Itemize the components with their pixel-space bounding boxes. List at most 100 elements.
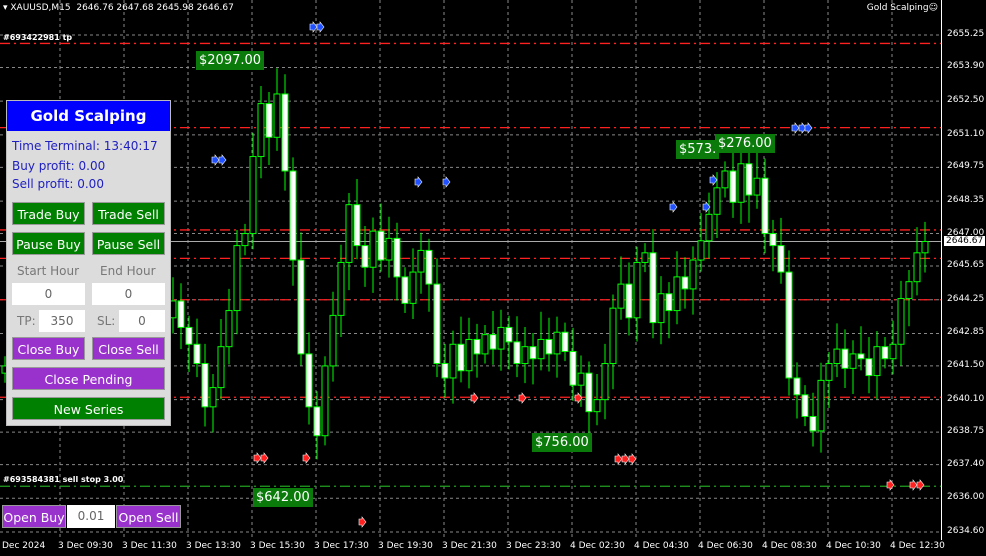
- price-tick: 2645.65: [947, 260, 985, 271]
- candle-body: [921, 241, 929, 254]
- candle-body: [913, 252, 921, 283]
- candle-body: [473, 338, 481, 355]
- price-tick: 2637.40: [947, 458, 985, 469]
- price-tick: 2653.90: [947, 61, 985, 72]
- time-tick: 4 Dec 08:30: [762, 541, 817, 551]
- time-tick: 3 Dec 13:30: [186, 541, 241, 551]
- lot-size-input[interactable]: 0.01: [67, 505, 115, 528]
- buy-arrow-icon: [798, 122, 807, 134]
- candle-body: [849, 353, 857, 369]
- gold-scalping-panel: Gold Scalping Time Terminal: 13:40:17 Bu…: [6, 100, 171, 426]
- open-sell-button[interactable]: Open Sell: [116, 505, 181, 528]
- sl-label: SL:: [97, 314, 116, 328]
- chart-header: ▾ XAUUSD,M15 2646.76 2647.68 2645.98 264…: [3, 3, 234, 13]
- candle-body: [449, 343, 457, 379]
- buy-arrow-icon: [442, 176, 451, 188]
- candle-body: [857, 353, 865, 360]
- close-pending-button[interactable]: Close Pending: [12, 367, 165, 390]
- candle-body: [785, 271, 793, 379]
- open-buy-button[interactable]: Open Buy: [2, 505, 66, 528]
- candle-body: [593, 399, 601, 413]
- tp-input[interactable]: 350: [39, 310, 85, 332]
- candle-body: [457, 343, 465, 372]
- ea-name: Gold Scalping: [866, 3, 929, 13]
- price-tick: 2640.10: [947, 393, 985, 404]
- price-tick: 2641.50: [947, 359, 985, 370]
- sell-arrow-icon: [470, 392, 479, 404]
- sell-arrow-icon: [358, 516, 367, 528]
- candle-body: [377, 230, 385, 261]
- candle-body: [289, 170, 297, 261]
- trade-buy-button[interactable]: Trade Buy: [12, 202, 85, 225]
- candle-body: [481, 334, 489, 355]
- price-axis: 2655.25 2653.90 2652.50 2651.10 2649.75 2648.…: [941, 0, 986, 540]
- candle-body: [249, 156, 257, 235]
- time-tick: Dec 2024: [2, 541, 46, 551]
- candle-body: [633, 261, 641, 319]
- end-hour-label: End Hour: [100, 264, 156, 278]
- sell-arrow-icon: [302, 452, 311, 464]
- time-tick: 3 Dec 11:30: [122, 541, 177, 551]
- candle-body: [401, 276, 409, 304]
- candle-body: [209, 387, 217, 408]
- candle-body: [705, 213, 713, 242]
- candle-body: [273, 93, 281, 138]
- ohlc: 2646.76 2647.68 2645.98 2646.67: [76, 3, 234, 13]
- candle-body: [345, 204, 353, 263]
- candle-body: [673, 276, 681, 312]
- time-tick: 3 Dec 17:30: [314, 541, 369, 551]
- candle-body: [417, 249, 425, 273]
- ea-label: Gold Scalping☺: [867, 3, 938, 13]
- candle-body: [585, 372, 593, 413]
- time-tick: 3 Dec 23:30: [506, 541, 561, 551]
- candle-body: [721, 170, 729, 189]
- price-tick: 2647.00: [947, 227, 985, 238]
- candle-body: [745, 163, 753, 196]
- candle-body: [233, 245, 241, 312]
- symbol: XAUUSD,M15: [10, 3, 71, 13]
- sl-input[interactable]: 0: [119, 310, 165, 332]
- close-sell-button[interactable]: Close Sell: [92, 337, 165, 360]
- candle-body: [297, 259, 305, 355]
- candle-body: [809, 415, 817, 432]
- candle-body: [753, 177, 761, 196]
- candle-body: [353, 204, 361, 247]
- buy-arrow-icon: [218, 154, 227, 166]
- candle-body: [361, 245, 369, 268]
- candle-body: [321, 365, 329, 437]
- sell-stop-order-label: #693584381 sell stop 3.00: [3, 475, 124, 484]
- buy-arrow-icon: [791, 122, 800, 134]
- candle-body: [441, 363, 449, 379]
- candle-body: [329, 314, 337, 367]
- candle-body: [625, 283, 633, 319]
- candle-body: [545, 338, 553, 355]
- candle-body: [697, 240, 705, 261]
- candle-body: [865, 358, 873, 377]
- new-series-button[interactable]: New Series: [12, 397, 165, 420]
- price-tick: 2642.85: [947, 327, 985, 338]
- candle-body: [897, 298, 905, 345]
- candle-body: [425, 249, 433, 285]
- sell-arrow-icon: [916, 479, 925, 491]
- buy-profit: Buy profit: 0.00: [12, 159, 106, 173]
- candle-body: [825, 363, 833, 381]
- candle-body: [217, 346, 225, 389]
- candle-body: [225, 310, 233, 348]
- candle-body: [833, 348, 841, 365]
- candle-body: [601, 363, 609, 401]
- pause-sell-button[interactable]: Pause Sell: [92, 232, 165, 255]
- start-hour-input[interactable]: 0: [12, 283, 85, 305]
- close-buy-button[interactable]: Close Buy: [12, 337, 85, 360]
- candle-body: [433, 283, 441, 365]
- time-terminal: Time Terminal: 13:40:17: [12, 139, 158, 153]
- candle-body: [801, 394, 809, 417]
- smiley-icon: ☺: [928, 3, 938, 13]
- price-tick: 2634.60: [947, 526, 985, 536]
- candle-body: [793, 377, 801, 396]
- pause-buy-button[interactable]: Pause Buy: [12, 232, 85, 255]
- trade-sell-button[interactable]: Trade Sell: [92, 202, 165, 225]
- end-hour-input[interactable]: 0: [92, 283, 165, 305]
- candle-body: [761, 177, 769, 235]
- candle-body: [305, 353, 313, 408]
- time-tick: 4 Dec 10:30: [826, 541, 881, 551]
